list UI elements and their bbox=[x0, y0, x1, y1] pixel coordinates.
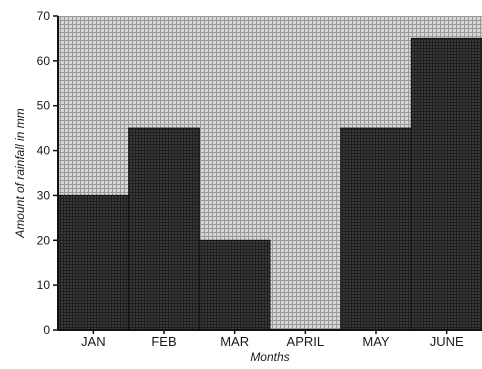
y-tick-label: 20 bbox=[37, 233, 51, 247]
bar-feb bbox=[128, 127, 200, 331]
x-tick-label-april: APRIL bbox=[287, 334, 325, 349]
y-tick-label: 40 bbox=[37, 144, 51, 158]
x-axis-title: Months bbox=[250, 350, 289, 364]
y-axis-title: Amount of rainfall in mm bbox=[13, 108, 27, 238]
y-tick-label: 30 bbox=[37, 188, 51, 202]
x-axis-labels: JAN FEB MAR APRIL MAY JUNE bbox=[81, 330, 464, 349]
y-tick-label: 0 bbox=[43, 323, 50, 337]
x-tick-label-jan: JAN bbox=[81, 334, 106, 349]
x-tick-label-june: JUNE bbox=[430, 334, 464, 349]
y-tick-label: 70 bbox=[37, 9, 51, 23]
x-tick-label-may: MAY bbox=[362, 334, 390, 349]
bar-mar bbox=[198, 239, 271, 331]
bar-jan bbox=[57, 194, 130, 331]
x-tick-label-mar: MAR bbox=[220, 334, 249, 349]
bar-may bbox=[340, 127, 412, 331]
y-tick-label: 10 bbox=[37, 278, 51, 292]
y-axis-ticks: 0 10 20 30 40 50 60 70 bbox=[37, 9, 58, 337]
x-tick-label-feb: FEB bbox=[151, 334, 176, 349]
bars-group bbox=[57, 37, 482, 331]
y-tick-label: 50 bbox=[37, 99, 51, 113]
bar-june bbox=[410, 37, 482, 331]
y-tick-label: 60 bbox=[37, 54, 51, 68]
